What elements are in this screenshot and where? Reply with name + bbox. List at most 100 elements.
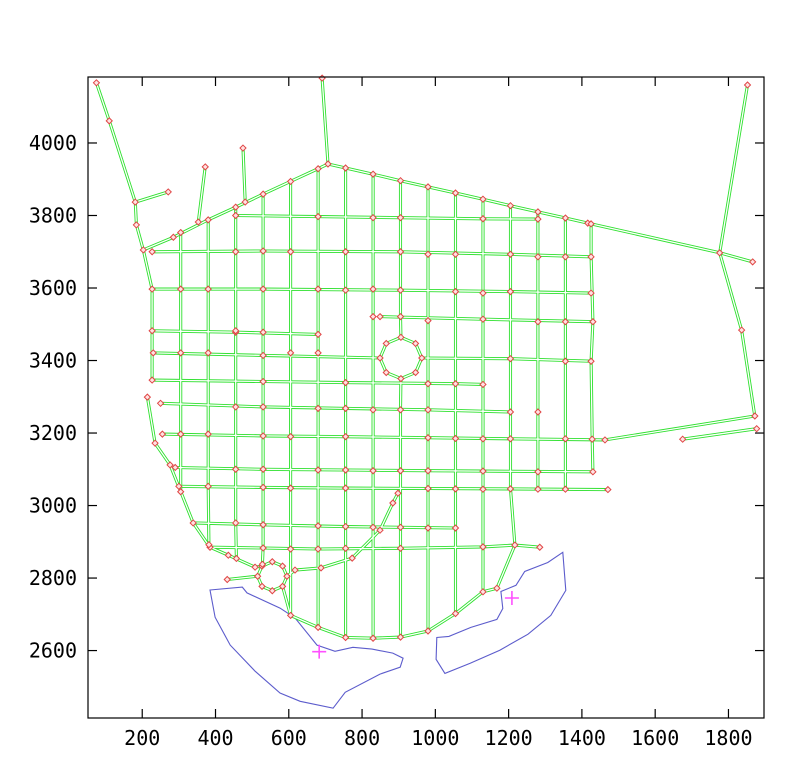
road-node-icon <box>164 188 172 196</box>
road-node-icon <box>341 164 350 172</box>
road-node-icon <box>158 430 167 438</box>
road-segment-core <box>590 223 594 473</box>
island-polygon <box>435 551 567 675</box>
road-node-icon <box>286 484 295 492</box>
x-tick-label: 1600 <box>631 726 679 750</box>
plus-marker-icon <box>504 590 519 605</box>
road-node-icon <box>534 208 542 216</box>
road-node-icon <box>424 434 432 442</box>
x-tick-label: 1000 <box>411 726 459 750</box>
road-node-icon <box>396 176 405 185</box>
road-node-icon <box>318 74 326 82</box>
road-node-icon <box>259 190 267 198</box>
road-node-icon <box>369 170 377 178</box>
road-node-icon <box>139 246 148 254</box>
road-node-icon <box>534 485 542 493</box>
road-node-icon <box>143 393 152 401</box>
road-node-icon <box>176 488 185 496</box>
road-node-icon <box>589 318 597 326</box>
y-tick-label: 3000 <box>29 494 77 518</box>
road-node-icon <box>424 380 432 388</box>
road-node-icon <box>561 318 570 326</box>
road-node-icon <box>205 540 213 549</box>
road-segment-core <box>197 166 206 223</box>
road-node-icon <box>534 318 542 326</box>
road-node-icon <box>259 544 267 552</box>
road-node-icon <box>376 354 384 362</box>
x-tick-label: 1200 <box>485 726 533 750</box>
y-tick-label: 2800 <box>29 566 77 590</box>
road-node-icon <box>479 588 487 596</box>
road-node-icon <box>194 218 202 226</box>
road-node-icon <box>239 144 247 152</box>
road-node-icon <box>451 524 460 532</box>
road-node-icon <box>479 289 487 297</box>
road-node-icon <box>204 349 212 357</box>
road-segment-core <box>178 485 609 491</box>
road-node-icon <box>204 285 212 293</box>
road-node-icon <box>241 198 249 206</box>
road-node-icon <box>204 430 212 438</box>
road-node-icon <box>451 434 460 443</box>
road-node-icon <box>396 286 405 294</box>
y-tick-label: 2600 <box>29 639 77 663</box>
road-node-icon <box>259 465 267 473</box>
road-node-icon <box>314 285 322 293</box>
road-node-icon <box>231 465 240 473</box>
road-node-icon <box>314 522 322 530</box>
road-segment-core <box>321 77 329 165</box>
x-tick-label: 200 <box>124 726 160 750</box>
road-node-icon <box>314 623 322 632</box>
road-node-icon <box>479 435 487 443</box>
road-node-icon <box>479 315 487 323</box>
road-node-icon <box>132 221 141 229</box>
road-node-icon <box>424 250 432 258</box>
road-node-icon <box>451 250 460 258</box>
road-node-icon <box>534 468 542 476</box>
road-node-icon <box>424 524 432 532</box>
road-node-icon <box>348 554 356 562</box>
road-node-icon <box>286 432 295 441</box>
road-node-icon <box>148 376 156 384</box>
road-node-icon <box>291 566 299 574</box>
road-node-icon <box>176 430 185 438</box>
road-node-icon <box>151 439 159 447</box>
road-node-icon <box>396 213 405 222</box>
road-node-icon <box>424 484 432 493</box>
x-tick-label: 400 <box>197 726 233 750</box>
road-node-icon <box>587 253 595 261</box>
road-node-icon <box>396 312 405 321</box>
road-node-icon <box>201 163 209 171</box>
road-node-icon <box>748 258 757 266</box>
road-node-icon <box>105 117 113 125</box>
road-node-icon <box>394 489 402 497</box>
road-node-icon <box>314 165 322 173</box>
road-node-icon <box>259 377 267 386</box>
road-node-icon <box>396 633 405 641</box>
road-segment-core <box>226 575 259 581</box>
road-node-icon <box>278 582 287 591</box>
road-node-icon <box>397 374 405 383</box>
road-segment-core <box>281 544 541 639</box>
road-node-icon <box>268 587 277 595</box>
road-node-icon <box>506 202 515 210</box>
road-node-icon <box>561 253 570 261</box>
road-node-icon <box>171 463 179 472</box>
road-node-icon <box>418 354 426 362</box>
road-node-icon <box>232 554 241 563</box>
road-node-icon <box>424 316 432 325</box>
road-node-icon <box>341 248 350 256</box>
road-node-icon <box>278 562 287 570</box>
road-node-icon <box>601 436 609 444</box>
x-tick-label: 800 <box>344 726 380 750</box>
road-node-icon <box>314 212 322 221</box>
y-tick-label: 3200 <box>29 421 77 445</box>
road-node-icon <box>341 286 350 294</box>
road-node-icon <box>341 466 350 474</box>
plus-marker-icon <box>312 644 327 659</box>
road-node-icon <box>169 233 178 241</box>
road-node-icon <box>314 404 322 413</box>
road-node-icon <box>231 327 240 335</box>
road-node-icon <box>534 408 542 416</box>
